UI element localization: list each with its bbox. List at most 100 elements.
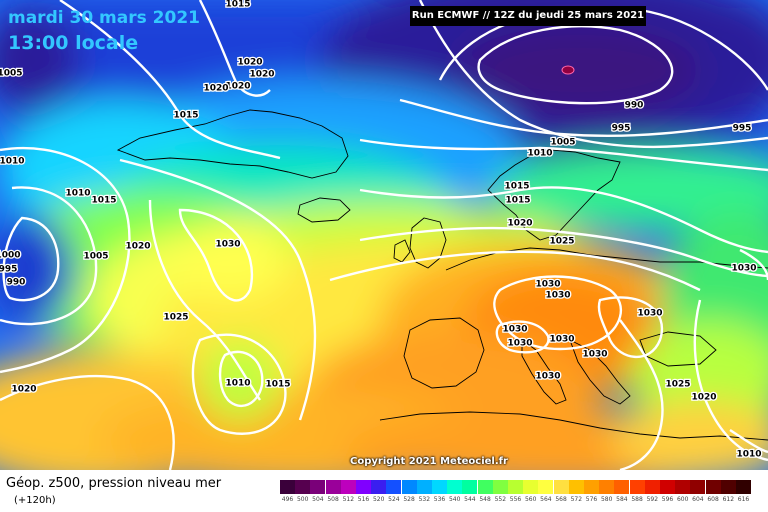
- scale-label: 496: [281, 496, 294, 503]
- scale-label: 548: [479, 496, 491, 503]
- isobar-label: 1005: [0, 69, 23, 79]
- coastline-scandinavia: [487, 149, 621, 241]
- isobar-1015-east: [729, 429, 768, 454]
- scale-label: 528: [403, 496, 415, 503]
- scale-label: 540: [448, 496, 461, 503]
- isobar-label: 1020: [691, 393, 716, 403]
- isobar-label: 1010: [225, 379, 250, 389]
- isobar-label: 1030: [215, 240, 240, 250]
- scale-swatch: [432, 480, 447, 494]
- isobar-label: 1020: [237, 58, 262, 68]
- coastline-italy: [521, 339, 567, 405]
- scale-swatch: [584, 480, 599, 494]
- scale-label: 580: [600, 496, 613, 503]
- isobar-1030-inner: [495, 320, 550, 354]
- scale-swatch: [538, 480, 554, 494]
- isobar-990: [477, 25, 674, 105]
- isobar-low-iceland: [2, 216, 60, 302]
- isobar-1020-south: [0, 374, 175, 470]
- isobar-label: 1020: [507, 219, 532, 229]
- scale-label: 608: [707, 496, 719, 503]
- coastline-iberia: [403, 317, 485, 389]
- isobar-1005: [359, 138, 768, 172]
- scale-swatch: [371, 480, 387, 494]
- isobar-label: 1030: [545, 291, 570, 301]
- scale-label: 512: [342, 496, 355, 503]
- scale-label: 556: [509, 496, 522, 503]
- legend-title: Géop. z500, pression niveau mer: [6, 476, 222, 491]
- scale-label: 504: [312, 496, 324, 503]
- isobar-1020-east: [693, 299, 768, 462]
- isobar-label: 1020: [225, 82, 250, 92]
- isobar-1030-alps: [493, 275, 622, 351]
- scale-swatch: [629, 480, 645, 494]
- isobar-label: 1015: [173, 111, 198, 121]
- isobar-1010-1015-south: [218, 350, 264, 407]
- scale-swatch: [508, 480, 523, 494]
- isobar-label: 1010: [736, 450, 761, 460]
- isobar-label: 1020: [203, 84, 228, 94]
- scale-label: 516: [357, 496, 370, 503]
- isobar-label: 1030: [549, 335, 574, 345]
- scale-label: 520: [372, 496, 385, 503]
- isobar-label: 1020: [249, 70, 274, 80]
- scale-swatch: [401, 480, 417, 494]
- scale-swatch: [720, 480, 736, 494]
- scale-swatch: [644, 480, 660, 494]
- scale-label: 544: [464, 496, 476, 503]
- isobar-label: 1030: [502, 325, 527, 335]
- scale-swatch: [523, 480, 539, 494]
- isobar-label: 995: [733, 124, 752, 134]
- scale-label: 576: [585, 496, 598, 503]
- isobar-label: 995: [612, 124, 631, 134]
- scale-swatch: [356, 480, 371, 494]
- isobar-label: 1025: [163, 313, 188, 323]
- color-scale: 496 500 504 508 512 516 520 524 528 532 536 540 544 5…: [280, 480, 756, 506]
- scale-swatch: [553, 480, 569, 494]
- scale-label: 552: [494, 496, 507, 503]
- isobar-1025-europe: [329, 250, 701, 292]
- copyright-text: Copyright 2021 Meteociel.fr: [350, 456, 508, 467]
- isobar-label: 1005: [550, 138, 575, 148]
- scale-swatch: [736, 480, 751, 494]
- scale-label: 592: [646, 496, 659, 503]
- coastline-balkans: [569, 339, 631, 405]
- isobar-1025: [119, 158, 317, 421]
- scale-label: 560: [524, 496, 537, 503]
- scale-label: 500: [296, 496, 309, 503]
- legend-panel: Géop. z500, pression niveau mer (+120h) …: [0, 470, 768, 512]
- isobar-1020-north: [198, 0, 271, 97]
- isobar-1030-atlantic: [178, 208, 253, 302]
- isobar-label: 1015: [265, 380, 290, 390]
- isobar-label: 1025: [665, 380, 690, 390]
- isobar-label: 1015: [505, 196, 530, 206]
- scale-swatch: [416, 480, 432, 494]
- isobar-label: 995: [0, 265, 17, 275]
- isobar-label: 1005: [83, 252, 108, 262]
- isobar-label: 990: [7, 278, 26, 288]
- scale-swatch: [462, 480, 478, 494]
- scale-label: 612: [722, 496, 735, 503]
- scale-label: 596: [661, 496, 674, 503]
- geopotential-color-field: [0, 0, 768, 470]
- run-info-box: Run ECMWF // 12Z du jeudi 25 mars 2021: [410, 6, 646, 26]
- isobar-label: 1025: [549, 237, 574, 247]
- isobar-label: 1030: [582, 350, 607, 360]
- scale-swatch: [295, 480, 311, 494]
- scale-swatch: [310, 480, 326, 494]
- scale-swatch: [340, 480, 356, 494]
- scale-swatch: [599, 480, 615, 494]
- scale-swatch: [675, 480, 691, 494]
- scale-swatch: [705, 480, 721, 494]
- legend-lead-time: (+120h): [14, 495, 56, 506]
- scale-swatch: [325, 480, 341, 494]
- isobar-label: 1030: [507, 339, 532, 349]
- scale-swatch: [280, 480, 295, 494]
- scale-swatch: [492, 480, 508, 494]
- isobar-1000: [399, 98, 768, 138]
- scale-swatch: [447, 480, 463, 494]
- isobar-lines: [0, 0, 768, 470]
- scale-label: 568: [555, 496, 567, 503]
- isobar-1015-south: [191, 333, 287, 435]
